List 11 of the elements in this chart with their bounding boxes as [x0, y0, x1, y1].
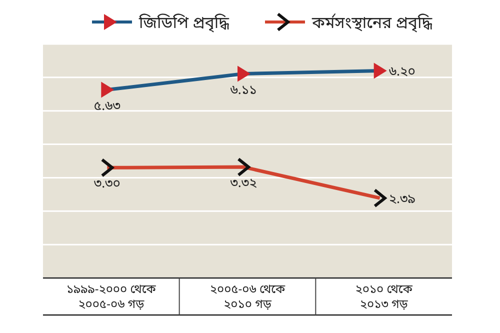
data-label: ৩.৩০: [94, 176, 120, 194]
data-label: ৬.১১: [230, 82, 257, 100]
data-label: ৬.২০: [388, 64, 416, 82]
data-label: ২.৩৯: [388, 192, 416, 210]
legend-label: জিডিপি প্রবৃদ্ধি: [138, 13, 230, 35]
data-label: ৫.৬৩: [94, 98, 121, 116]
data-label: ৩.৩২: [230, 176, 258, 194]
legend-label: কর্মসংস্থানের প্রবৃদ্ধি: [311, 13, 432, 35]
x-tick-label: ১৯৯৯-২০০০ থেকে ২০০৫-০৬ গড়: [66, 282, 156, 313]
x-tick-label: ২০০৫-০৬ থেকে ২০১০ গড়: [210, 282, 286, 313]
x-tick-label: ২০১০ থেকে ২০১৩ গড়: [355, 282, 413, 313]
